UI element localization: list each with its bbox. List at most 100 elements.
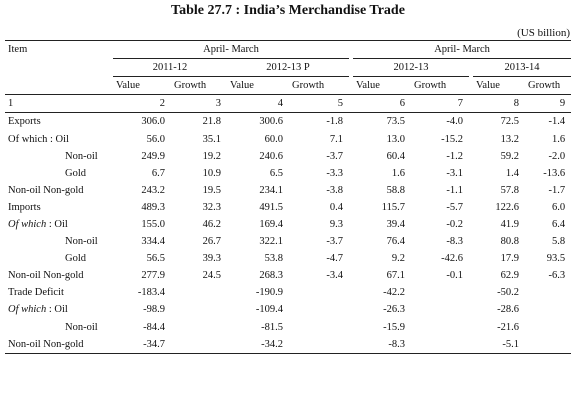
table-row: Non-oil Non-gold 277.9 24.5 268.3 -3.4 67.1 -0… (5, 267, 571, 284)
cell-growth-2011-12: 35.1 (202, 133, 221, 145)
cell-value-2012-13: 58.8 (386, 184, 406, 196)
cell-growth-2012-13p: 0.4 (329, 201, 344, 213)
cell-value-2011-12: 334.4 (141, 236, 165, 248)
cell-growth-2013-14: -1.4 (548, 116, 566, 128)
cell-growth-2011-12: 19.2 (202, 150, 221, 162)
header-group-2: April- March (353, 39, 572, 60)
header-growth: Growth (525, 76, 572, 96)
cell-growth-2012-13p (289, 335, 350, 354)
cell-value-2012-13p: 300.6 (259, 116, 283, 128)
header-value: Value (353, 76, 412, 96)
cell-value-2013-14: 122.6 (495, 201, 520, 213)
column-number: 7 (411, 94, 470, 114)
cell-growth-2013-14: 6.0 (551, 201, 566, 213)
row-label-rest: : Oil (48, 304, 68, 316)
cell-value-2011-12: -84.4 (143, 321, 165, 333)
row-label-rest: : Oil (48, 218, 68, 230)
column-number: 4 (227, 94, 289, 114)
cell-value-2012-13p: -190.9 (255, 287, 283, 299)
cell-growth-2012-13 (411, 335, 470, 354)
cell-growth-2012-13: -4.0 (446, 116, 464, 128)
cell-growth-2012-13: -8.3 (446, 236, 464, 248)
cell-growth-2012-13p: -3.7 (326, 236, 344, 248)
cell-value-2012-13p: 169.4 (259, 218, 283, 230)
cell-value-2012-13p: 60.0 (264, 133, 283, 145)
cell-growth-2012-13p (289, 301, 349, 318)
cell-value-2011-12: 489.3 (141, 201, 165, 213)
row-label: Non-oil (65, 321, 98, 333)
row-label-italic: Of which (8, 304, 47, 316)
cell-value-2012-13p: 234.1 (259, 184, 283, 196)
row-label: Of which : Oil (5, 301, 113, 318)
cell-growth-2012-13p: -4.7 (326, 253, 344, 265)
header-growth: Growth (411, 76, 470, 96)
header-value: Value (473, 76, 526, 96)
cell-value-2011-12: 6.7 (151, 167, 165, 179)
header-period: 2011-12 (113, 58, 227, 78)
header-row-colnums: 1 2 3 4 5 6 7 8 9 (5, 94, 572, 114)
cell-growth-2011-12 (171, 335, 227, 354)
cell-value-2012-13: -26.3 (383, 304, 406, 316)
unit-label: (US billion) (517, 27, 570, 39)
cell-value-2013-14: -50.2 (497, 287, 520, 299)
table-row: Exports 306.0 21.8 300.6 -1.8 73.5 -4.0 72.5 -1.… (5, 113, 571, 131)
cell-value-2012-13p: 53.8 (264, 253, 283, 265)
table-row: Imports 489.3 32.3 491.5 0.4 115.7 -5.7 122.6 6.… (5, 199, 571, 216)
table-row: Non-oil Non-gold -34.7 -34.2 -8.3 -5.1 (5, 335, 572, 354)
cell-growth-2011-12: 19.5 (202, 184, 221, 196)
cell-growth-2011-12: 26.7 (202, 236, 221, 248)
cell-value-2012-13: 67.1 (386, 270, 406, 282)
table-row: Of which : Oil 56.0 35.1 60.0 7.1 13.0 -15.2 13… (5, 130, 571, 147)
table-row: Trade Deficit -183.4 -190.9 -42.2 -50.2 (5, 284, 571, 301)
cell-value-2012-13p: 6.5 (269, 167, 283, 179)
cell-value-2011-12: 277.9 (141, 270, 165, 282)
header-row-groups: Item April- March April- March (5, 39, 572, 60)
table-title: Table 27.7 : India’s Merchandise Trade (171, 3, 405, 18)
row-label: Non-oil Non-gold (8, 270, 84, 282)
cell-growth-2011-12: 21.8 (202, 116, 221, 128)
table-row: Non-oil 334.4 26.7 322.1 -3.7 76.4 -8.3 80.8 5.8 (5, 233, 571, 250)
cell-growth-2012-13p: 7.1 (329, 133, 344, 145)
cell-growth-2012-13p: -3.8 (326, 184, 344, 196)
table-row: Gold 56.5 39.3 53.8 -4.7 9.2 -42.6 17.9 93.5 (5, 250, 571, 267)
cell-growth-2011-12 (171, 301, 227, 318)
cell-growth-2012-13 (411, 319, 469, 336)
row-label: Of which : Oil (5, 216, 113, 233)
row-label: Non-oil Non-gold (8, 184, 84, 196)
cell-value-2012-13p: 268.3 (259, 270, 283, 282)
cell-value-2012-13: 115.7 (381, 201, 406, 213)
cell-value-2011-12: -183.4 (137, 287, 165, 299)
row-label-italic: Of which (8, 218, 47, 230)
table-row: Of which : Oil -98.9 -109.4 -26.3 -28.6 (5, 301, 571, 318)
cell-growth-2013-14: 93.5 (546, 253, 566, 265)
cell-value-2011-12: 56.5 (146, 253, 165, 265)
cell-value-2012-13: 60.4 (386, 150, 406, 162)
cell-value-2012-13: -15.9 (383, 321, 406, 333)
cell-value-2011-12: -98.9 (143, 304, 165, 316)
cell-value-2013-14: -5.1 (473, 335, 526, 354)
cell-value-2013-14: 41.9 (500, 218, 520, 230)
row-label: Trade Deficit (8, 287, 64, 299)
cell-growth-2012-13p: -1.8 (326, 116, 344, 128)
cell-value-2012-13: 73.5 (386, 116, 406, 128)
cell-growth-2013-14: -2.0 (548, 150, 566, 162)
row-label: Of which : Oil (8, 133, 69, 145)
cell-value-2012-13p: -109.4 (255, 304, 283, 316)
column-number: 5 (289, 94, 350, 114)
cell-growth-2012-13: -42.6 (441, 253, 464, 265)
cell-growth-2012-13p: 9.3 (329, 218, 344, 230)
cell-growth-2012-13 (411, 301, 469, 318)
cell-value-2012-13p: 322.1 (259, 236, 283, 248)
header-row-measures: Value Growth Value Growth Value Growth V… (5, 76, 572, 96)
cell-growth-2012-13: -1.1 (446, 184, 464, 196)
cell-value-2013-14: 59.2 (500, 150, 520, 162)
header-item: Item (5, 39, 113, 59)
cell-value-2013-14: 13.2 (500, 133, 520, 145)
cell-value-2013-14: 80.8 (500, 236, 520, 248)
header-period: 2012-13 (353, 58, 470, 78)
cell-value-2012-13p: -81.5 (261, 321, 283, 333)
cell-growth-2011-12: 46.2 (202, 218, 221, 230)
cell-growth-2012-13: -0.2 (446, 218, 464, 230)
cell-growth-2012-13p (289, 319, 349, 336)
cell-value-2012-13: 76.4 (386, 236, 406, 248)
